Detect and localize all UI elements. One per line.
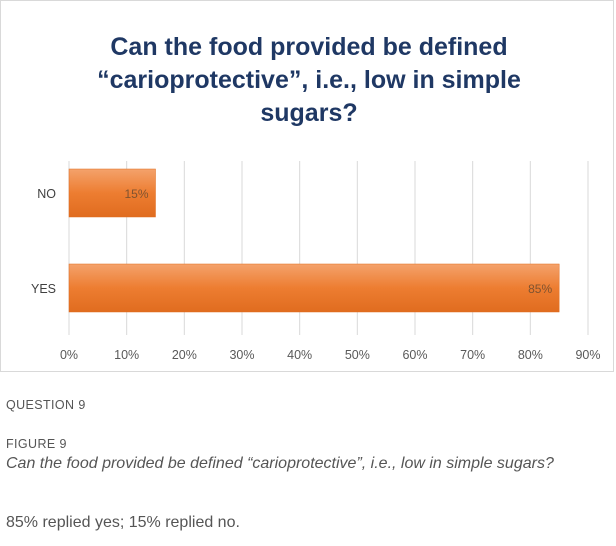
x-tick-label: 20% [172, 348, 197, 362]
question-label: QUESTION 9 [6, 398, 86, 412]
x-tick-label: 80% [518, 348, 543, 362]
x-tick-label: 60% [402, 348, 427, 362]
bar [68, 168, 156, 218]
data-label: 85% [528, 282, 552, 296]
x-tick-label: 90% [575, 348, 600, 362]
data-label: 15% [124, 187, 148, 201]
x-tick-label: 50% [345, 348, 370, 362]
category-label: YES [31, 282, 56, 296]
figure-summary: 85% replied yes; 15% replied no. [6, 514, 240, 531]
figure-title: Can the food provided be defined “cariop… [6, 455, 554, 472]
x-tick-label: 30% [229, 348, 254, 362]
x-tick-label: 10% [114, 348, 139, 362]
chart-container: Can the food provided be defined “cariop… [0, 0, 614, 372]
bar [68, 263, 560, 313]
x-tick-label: 40% [287, 348, 312, 362]
x-tick-label: 70% [460, 348, 485, 362]
x-tick-label: 0% [60, 348, 78, 362]
bar-chart: 0% 10% 20% 30% 40% 50% 60% 70% 80% 90% NO 15% YES 85% [31, 161, 601, 362]
chart-title: Can the food provided be defined “cariop… [97, 33, 521, 127]
figure-label: FIGURE 9 [6, 437, 67, 451]
category-label: NO [37, 187, 56, 201]
